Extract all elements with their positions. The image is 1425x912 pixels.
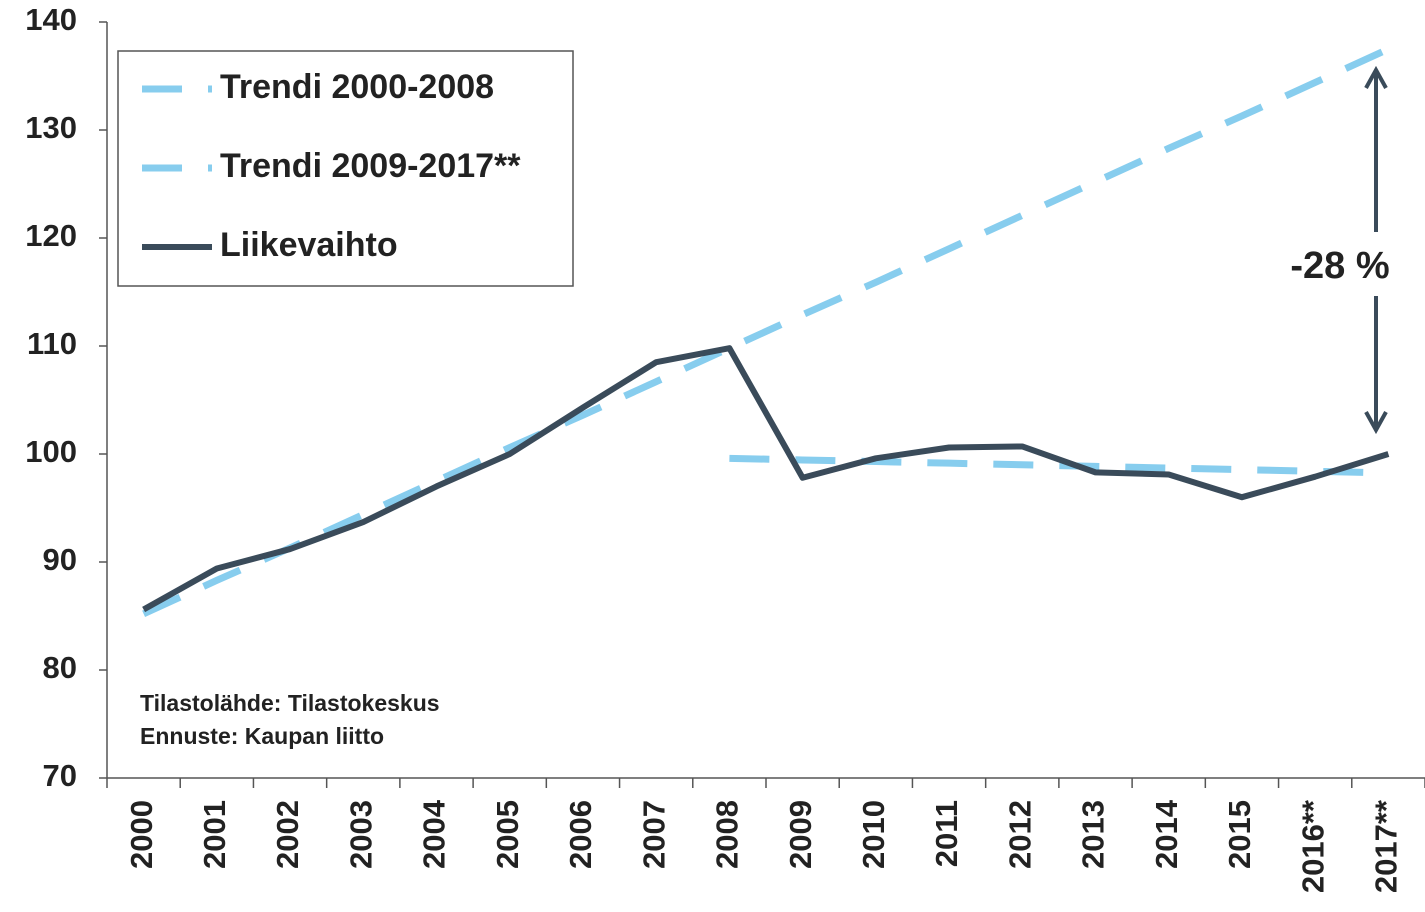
x-tick-label: 2010	[856, 800, 891, 869]
y-tick-label: 90	[43, 542, 77, 577]
y-tick-label: 70	[43, 758, 77, 793]
series-line	[142, 45, 1390, 618]
series-line	[142, 345, 1390, 613]
x-tick-label: 2005	[490, 800, 525, 869]
x-tick-label: 2013	[1076, 800, 1111, 869]
x-tick-label: 2007	[636, 800, 671, 869]
x-tick-label: 2004	[417, 799, 452, 869]
x-tick-label: 2009	[783, 800, 818, 869]
y-tick-label: 110	[27, 326, 77, 361]
annotation: -28 %	[1290, 245, 1389, 287]
legend-label: Liikevaihto	[220, 226, 398, 264]
x-tick-label: 2012	[1002, 800, 1037, 869]
legend-label: Trendi 2009-2017**	[220, 147, 521, 185]
y-tick-label: 100	[25, 434, 77, 469]
series-line	[729, 454, 1389, 477]
x-tick-label: 2015	[1222, 800, 1257, 869]
arrow-head	[1364, 65, 1388, 89]
arrow-head	[1364, 411, 1388, 435]
y-tick-label: 140	[25, 2, 77, 37]
x-tick-label: 2011	[929, 800, 964, 867]
legend-label: Trendi 2000-2008	[220, 68, 494, 106]
x-tick-label: 2002	[270, 800, 305, 869]
y-tick-label: 120	[25, 218, 77, 253]
x-tick-label: 2016**	[1295, 799, 1330, 893]
x-tick-label: 2014	[1149, 799, 1184, 869]
source-note: Tilastolähde: Tilastokeskus	[140, 690, 440, 716]
x-tick-label: 2006	[563, 800, 598, 869]
y-tick-label: 80	[43, 650, 77, 685]
x-tick-label: 2000	[124, 800, 159, 869]
y-tick-label: 130	[25, 110, 77, 145]
x-tick-label: 2001	[197, 800, 232, 869]
x-tick-label: 2017**	[1369, 799, 1404, 893]
source-note: Ennuste: Kaupan liitto	[140, 723, 384, 749]
x-tick-label: 2003	[343, 800, 378, 869]
x-tick-label: 2008	[710, 800, 745, 869]
